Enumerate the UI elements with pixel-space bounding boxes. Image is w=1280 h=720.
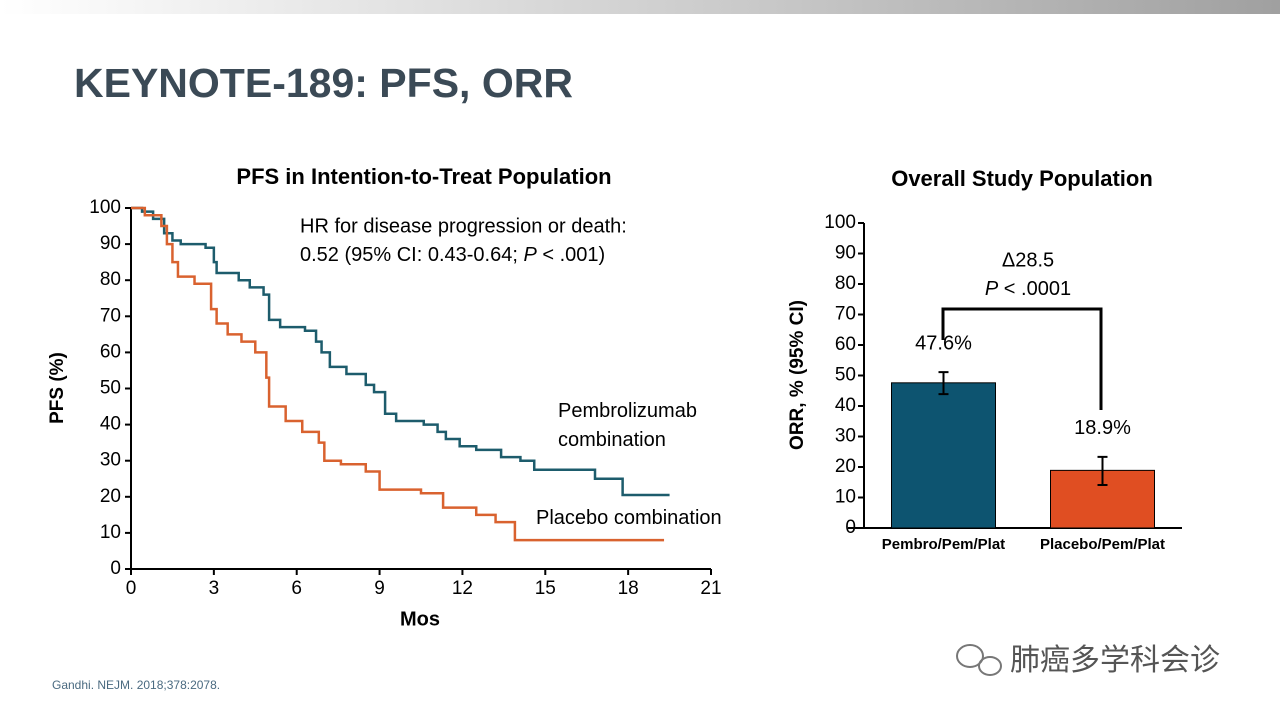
x-tick-label: 9 bbox=[374, 578, 385, 599]
error-bar bbox=[938, 371, 949, 396]
y-tick-label: 30 bbox=[835, 426, 856, 447]
annotation-part: < .0001 bbox=[998, 278, 1071, 300]
y-tick-label: 90 bbox=[835, 243, 856, 264]
y-tick-label: 10 bbox=[835, 487, 856, 508]
y-tick-label: 60 bbox=[835, 334, 856, 355]
y-tick-label: 40 bbox=[100, 414, 121, 435]
y-tick-label: 0 bbox=[845, 517, 856, 538]
y-tick-label: 20 bbox=[835, 456, 856, 477]
annotation-part: P bbox=[985, 278, 999, 300]
y-tick-label: 100 bbox=[89, 197, 121, 218]
y-tick-label: 50 bbox=[835, 365, 856, 386]
x-tick-label: 0 bbox=[126, 578, 137, 599]
km-curve bbox=[131, 206, 670, 497]
y-tick-label: 70 bbox=[100, 305, 121, 326]
x-tick-label: 6 bbox=[291, 578, 302, 599]
bracket bbox=[941, 307, 1103, 410]
annotation-part: P bbox=[523, 244, 537, 266]
error-bar bbox=[1097, 455, 1108, 486]
y-axis-label: PFS (%) bbox=[47, 352, 68, 424]
y-tick-label: 70 bbox=[835, 304, 856, 325]
footnote: Gandhi. NEJM. 2018;378:2078. bbox=[52, 678, 220, 692]
y-tick-label: 80 bbox=[100, 269, 121, 290]
y-tick-label: 30 bbox=[100, 450, 121, 471]
watermark: 肺癌多学科会诊 bbox=[1010, 644, 1220, 677]
y-tick-label: 50 bbox=[100, 378, 121, 399]
annotation-part: 0.52 (95% CI: 0.43-0.64; bbox=[300, 244, 523, 266]
y-tick-label: 40 bbox=[835, 395, 856, 416]
annotation-part: < .001) bbox=[537, 244, 605, 266]
top-band bbox=[0, 0, 1280, 14]
y-tick-label: 0 bbox=[110, 558, 121, 579]
x-tick-label: 3 bbox=[209, 578, 220, 599]
y-tick-label: 60 bbox=[100, 341, 121, 362]
bar bbox=[891, 382, 996, 529]
chart-title: PFS in Intention-to-Treat Population bbox=[236, 164, 611, 189]
x-tick-label: 15 bbox=[535, 578, 556, 599]
watermark-icon bbox=[956, 644, 1002, 676]
value-label: 47.6% bbox=[915, 332, 972, 354]
y-tick-label: 10 bbox=[100, 522, 121, 543]
series-label: Pembrolizumab combination bbox=[558, 400, 697, 451]
annotation: HR for disease progression or death: bbox=[300, 215, 627, 237]
x-tick-label: 18 bbox=[618, 578, 639, 599]
x-axis-label: Mos bbox=[400, 608, 440, 630]
y-axis-label: ORR, % (95% CI) bbox=[787, 300, 808, 450]
y-tick-label: 100 bbox=[824, 212, 856, 233]
y-tick-label: 90 bbox=[100, 233, 121, 254]
value-label: 18.9% bbox=[1074, 417, 1131, 439]
km-curve bbox=[131, 206, 665, 542]
annotation: Δ28.5 bbox=[1002, 249, 1054, 271]
slide-title: KEYNOTE-189: PFS, ORR bbox=[74, 60, 573, 106]
x-tick-label: 21 bbox=[700, 578, 721, 599]
annotation: 0.52 (95% CI: 0.43-0.64; P < .001) bbox=[300, 244, 605, 266]
x-tick-label: Placebo/Pem/Plat bbox=[1040, 536, 1165, 553]
series-label: Placebo combination bbox=[536, 507, 722, 529]
chart-title: Overall Study Population bbox=[891, 166, 1153, 191]
y-tick-label: 20 bbox=[100, 486, 121, 507]
y-tick-label: 80 bbox=[835, 273, 856, 294]
x-tick-label: Pembro/Pem/Plat bbox=[882, 536, 1005, 553]
annotation: P < .0001 bbox=[985, 278, 1071, 300]
x-tick-label: 12 bbox=[452, 578, 473, 599]
